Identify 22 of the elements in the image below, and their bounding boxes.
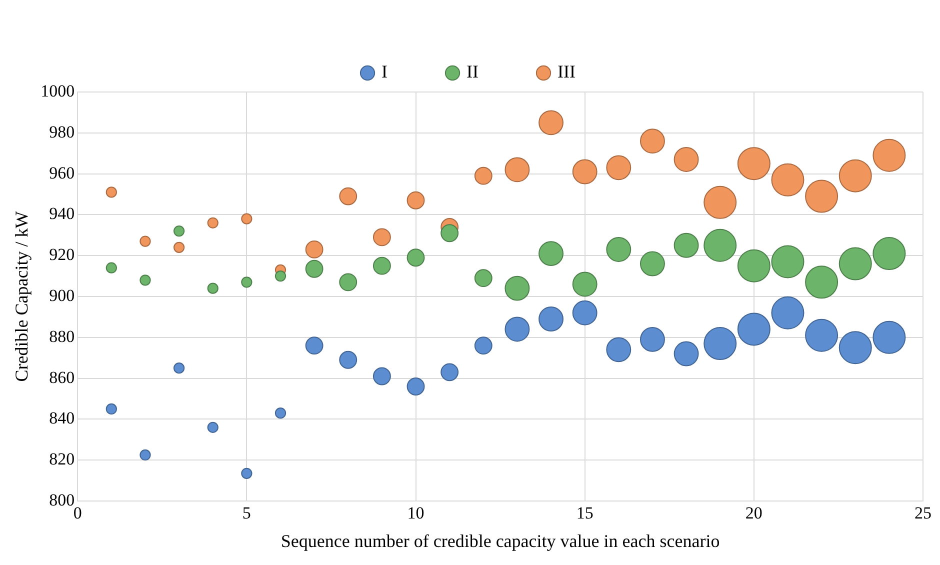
y-tick-label: 820 — [49, 450, 75, 469]
y-tick-label: 860 — [49, 368, 75, 387]
legend-label: I — [382, 62, 388, 82]
y-tick-label: 960 — [49, 163, 75, 182]
y-tick-label: 880 — [49, 326, 75, 346]
legend-label: III — [558, 62, 576, 82]
x-tick-label: 20 — [745, 504, 762, 523]
legend-label: II — [466, 62, 479, 82]
x-tick-label: 15 — [576, 504, 594, 523]
y-axis-title: Credible Capacity / kW — [12, 211, 32, 382]
x-axis-title: Sequence number of credible capacity value in each scenario — [280, 530, 720, 551]
y-tick-label: 920 — [49, 245, 75, 264]
y-tick-label: 800 — [49, 490, 75, 510]
y-tick-label: 980 — [49, 122, 75, 142]
x-tick-label: 0 — [73, 504, 82, 523]
y-tick-label: 900 — [49, 286, 75, 305]
y-tick-label: 840 — [49, 408, 75, 428]
x-tick-label: 5 — [242, 504, 251, 523]
x-tick-label: 25 — [914, 504, 932, 523]
y-tick-label: 1000 — [40, 81, 75, 100]
x-tick-label: 10 — [407, 504, 424, 523]
y-tick-label: 940 — [49, 204, 75, 224]
